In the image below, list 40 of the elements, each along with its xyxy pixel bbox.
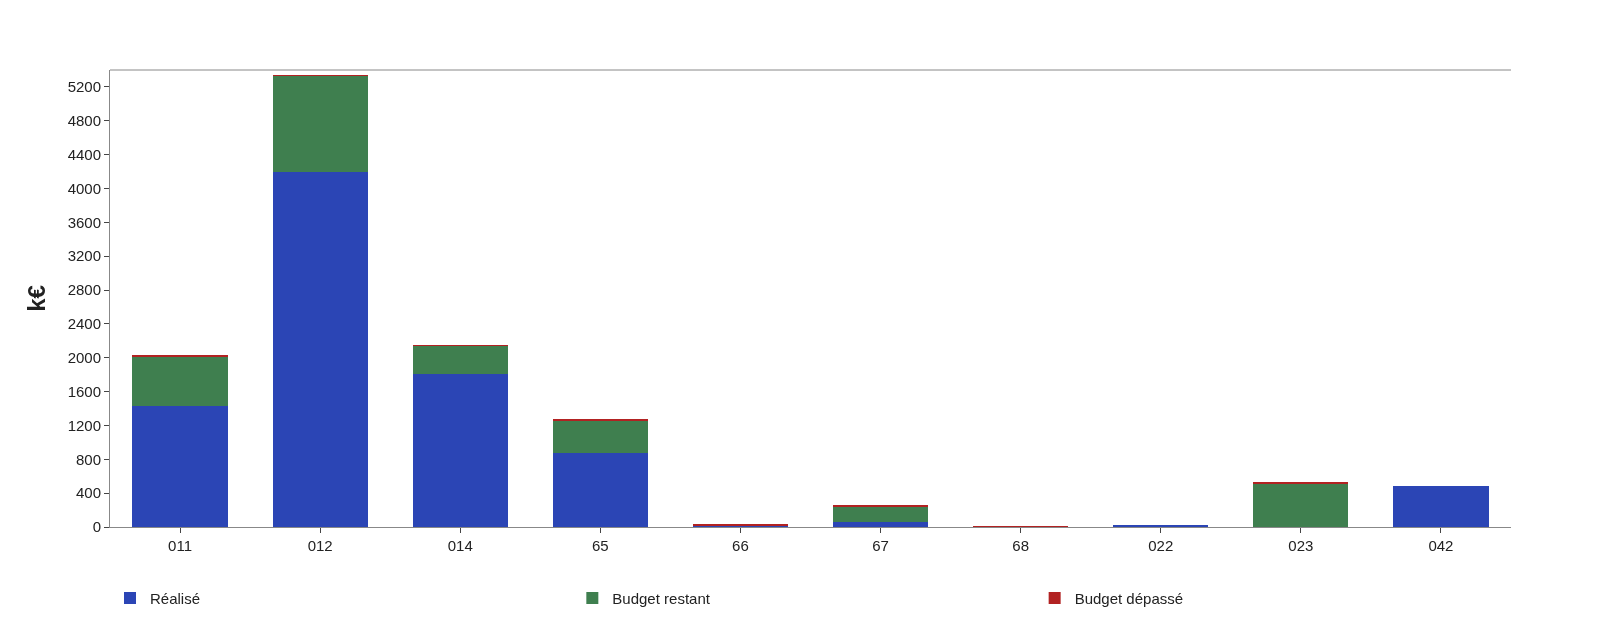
bar	[832, 521, 929, 527]
bar	[272, 75, 368, 173]
y-tick-label: 2800	[67, 281, 101, 299]
x-tick-label: 65	[592, 537, 609, 554]
bar	[832, 506, 929, 522]
y-tick-label: 1200	[67, 416, 101, 434]
bar	[412, 345, 508, 374]
legend-label: Réalisé	[150, 589, 201, 607]
y-tick-label: 2000	[67, 348, 101, 366]
x-tick-label: 66	[732, 537, 749, 554]
bar	[272, 172, 368, 527]
bar	[132, 405, 228, 527]
x-tick-label: 67	[872, 537, 889, 554]
y-tick-label: 2400	[67, 315, 101, 333]
y-tick-label: 800	[75, 450, 101, 468]
y-tick-label: 4000	[67, 179, 101, 197]
x-tick-label: 68	[1012, 537, 1029, 554]
bar	[1253, 483, 1349, 527]
y-tick-label: 5200	[67, 78, 101, 96]
x-tick-label: 011	[168, 537, 193, 554]
bar	[1393, 486, 1489, 527]
x-tick-label: 014	[447, 537, 473, 554]
y-tick-label: 4400	[67, 145, 101, 163]
y-tick-label: 4800	[67, 112, 101, 130]
y-axis-title: k€	[22, 285, 50, 312]
x-tick-label: 012	[307, 537, 333, 554]
bar	[412, 373, 508, 527]
bar	[132, 356, 228, 406]
bar	[552, 453, 648, 527]
legend-label: Budget dépassé	[1074, 589, 1184, 607]
y-tick-label: 400	[75, 484, 101, 502]
y-tick-label: 3600	[67, 213, 101, 231]
bar	[552, 420, 648, 454]
legend-label: Budget restant	[612, 589, 711, 607]
x-tick-label: 023	[1288, 537, 1314, 554]
x-tick-label: 042	[1428, 537, 1454, 554]
y-tick-label: 1600	[67, 382, 101, 400]
y-tick-label: 0	[92, 518, 101, 536]
y-tick-label: 3200	[67, 247, 101, 265]
x-tick-label: 022	[1148, 537, 1174, 554]
